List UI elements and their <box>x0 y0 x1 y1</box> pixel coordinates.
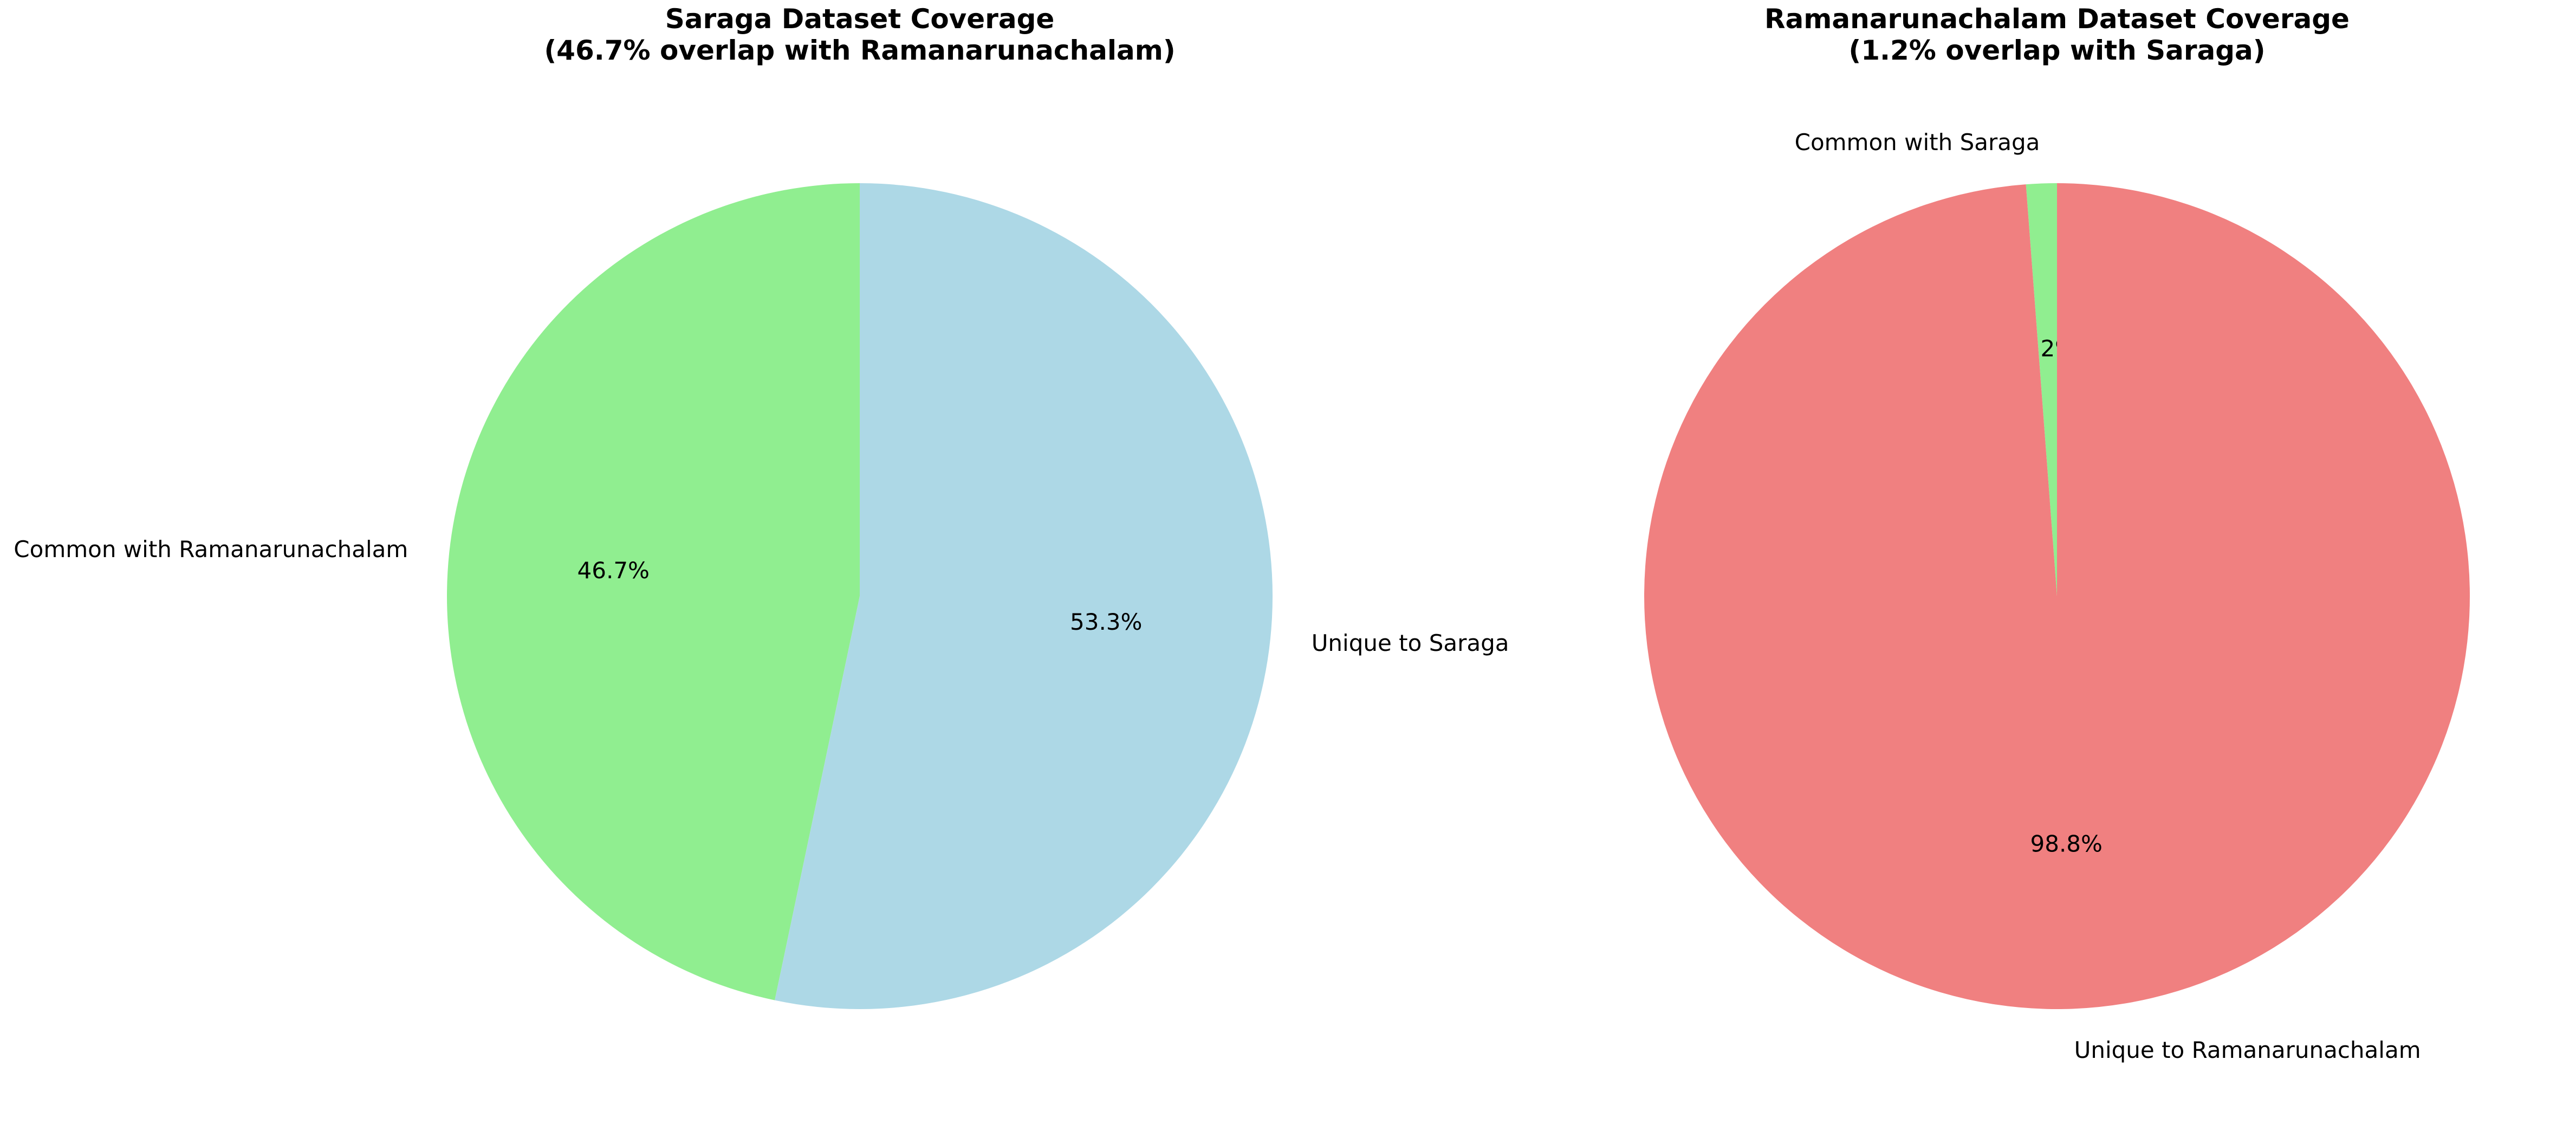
pct-label: 98.8% <box>2030 830 2103 857</box>
pie-slice-unique-to-ramanarunachalam <box>1644 183 2470 1009</box>
slice-label: Common with Ramanarunachalam <box>14 536 408 563</box>
pct-label: 53.3% <box>1070 609 1142 635</box>
pie-slice-common-with-ramanarunachalam <box>447 183 860 1000</box>
slice-label: Unique to Ramanarunachalam <box>2074 1037 2421 1063</box>
ramanarunachalam-coverage-pie: Ramanarunachalam Dataset Coverage (1.2% o… <box>1644 3 2470 1063</box>
pct-label: 46.7% <box>578 557 650 584</box>
pie-slice-unique-to-saraga <box>775 183 1273 1010</box>
chart-title: Ramanarunachalam Dataset Coverage (1.2% o… <box>1764 3 2350 66</box>
slice-label: Unique to Saraga <box>1312 630 1509 656</box>
saraga-coverage-pie: Saraga Dataset Coverage (46.7% overlap wi… <box>14 3 1509 1010</box>
chart-title: Saraga Dataset Coverage (46.7% overlap wi… <box>544 3 1175 66</box>
slice-label: Common with Saraga <box>1795 129 2040 156</box>
pie-slice-common-with-saraga <box>2026 183 2057 596</box>
